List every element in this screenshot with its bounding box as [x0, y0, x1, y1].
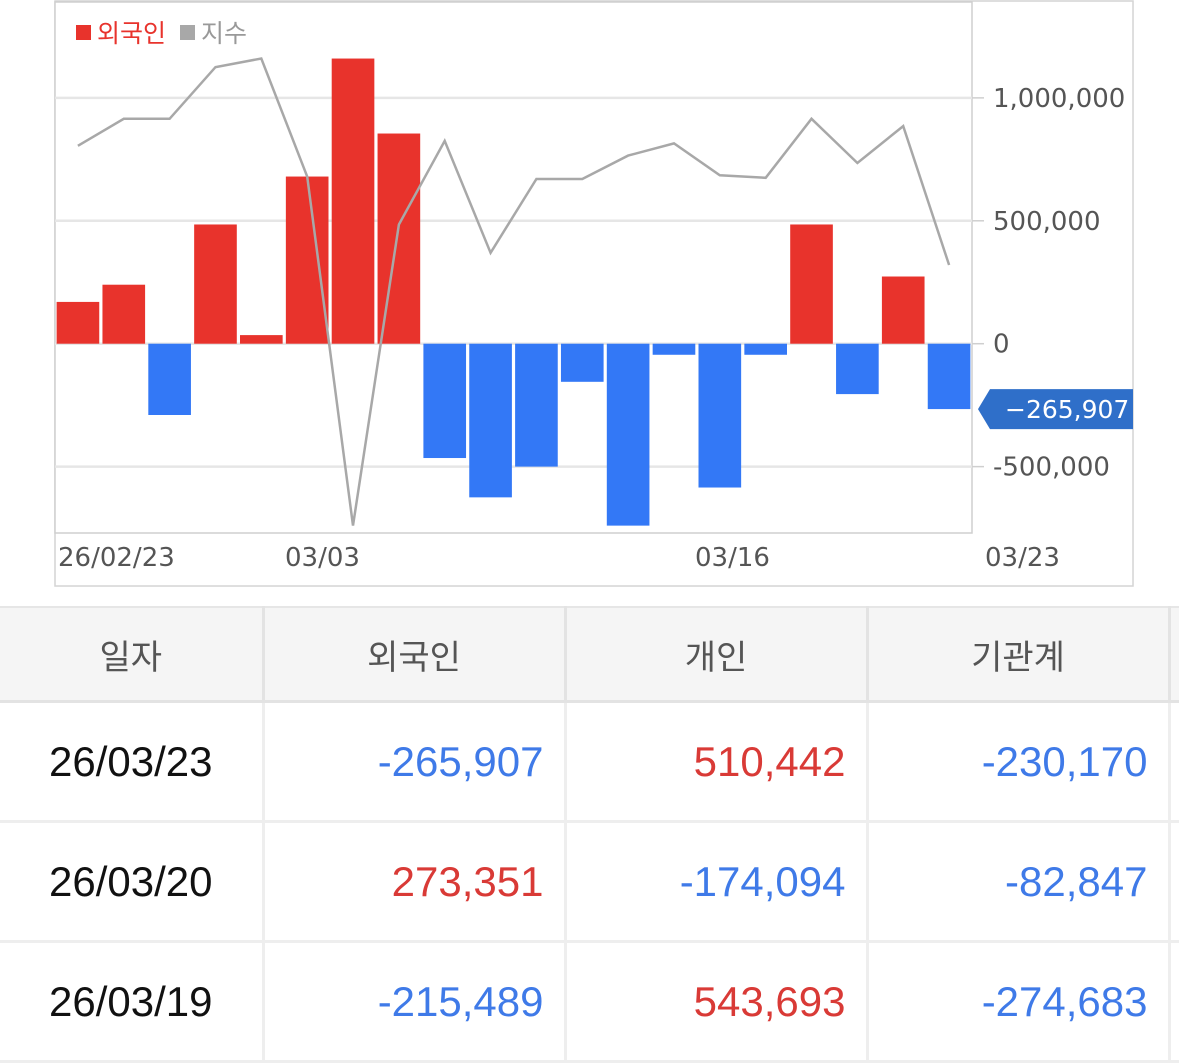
header-spacer — [1169, 606, 1179, 703]
cell-foreign: 273,351 — [263, 821, 567, 943]
y-tick-label: 0 — [993, 330, 1010, 360]
x-tick-label: 03/03 — [285, 543, 360, 573]
foreign-bar — [423, 343, 467, 459]
x-tick-label: 03/23 — [985, 543, 1060, 573]
investor-table: 일자 외국인 개인 기관계 26/03/23 -265,907 510,442 … — [0, 606, 1179, 1063]
foreign-bar — [377, 133, 421, 344]
cell-individual: 510,442 — [565, 701, 869, 823]
foreign-bar — [744, 343, 787, 355]
last-value-label: −265,907 — [1005, 395, 1129, 424]
cell-foreign: -265,907 — [263, 701, 567, 823]
cell-institution: -274,683 — [867, 941, 1171, 1063]
foreign-bar — [790, 224, 833, 344]
header-date: 일자 — [0, 606, 265, 703]
cell-spacer — [1169, 941, 1179, 1063]
chart-canvas: 1,000,000 500,000 0 -500,000 −265,907 26/02/2… — [54, 0, 1134, 587]
cell-spacer — [1169, 821, 1179, 943]
foreign-bar — [606, 343, 650, 526]
cell-individual: 543,693 — [565, 941, 869, 1063]
cell-institution: -230,170 — [867, 701, 1171, 823]
foreign-bar — [515, 343, 558, 467]
foreign-bar — [331, 58, 375, 344]
cell-individual: -174,094 — [565, 821, 869, 943]
y-tick-label: 500,000 — [993, 207, 1101, 237]
legend-label-foreign: 외국인 — [97, 19, 167, 48]
cell-date: 26/03/19 — [0, 941, 265, 1063]
legend-swatch-foreign — [76, 24, 91, 40]
foreign-bar — [836, 343, 879, 395]
y-tick-label: -500,000 — [993, 453, 1110, 483]
cell-date: 26/03/20 — [0, 821, 265, 943]
last-value-flag — [978, 389, 1133, 430]
header-foreign: 외국인 — [263, 606, 567, 703]
foreign-bar — [240, 335, 283, 344]
table-row[interactable]: 26/03/23 -265,907 510,442 -230,170 — [0, 701, 1179, 823]
table-row[interactable]: 26/03/19 -215,489 543,693 -274,683 — [0, 941, 1179, 1063]
plot-area — [54, 1, 973, 534]
index-line — [77, 57, 951, 526]
foreign-bar — [148, 343, 191, 415]
legend-label-index: 지수 — [201, 19, 248, 48]
chart-legend: 외국인 지수 — [76, 14, 261, 50]
cell-date: 26/03/23 — [0, 701, 265, 823]
legend-item-index: 지수 — [180, 14, 247, 50]
foreign-bar — [927, 343, 971, 410]
foreign-bar — [56, 301, 100, 344]
foreign-bar — [194, 224, 237, 344]
header-institution: 기관계 — [867, 606, 1171, 703]
foreign-bar — [881, 276, 925, 344]
foreign-bar — [469, 343, 512, 498]
foreign-bar — [560, 343, 604, 382]
cell-foreign: -215,489 — [263, 941, 567, 1063]
header-individual: 개인 — [565, 606, 869, 703]
foreign-bar — [698, 343, 742, 488]
foreign-bar — [652, 343, 696, 355]
cell-institution: -82,847 — [867, 821, 1171, 943]
table-header-row: 일자 외국인 개인 기관계 — [0, 606, 1179, 703]
y-tick-label: 1,000,000 — [993, 84, 1125, 114]
cell-spacer — [1169, 701, 1179, 823]
legend-item-foreign: 외국인 — [76, 14, 166, 50]
investor-chart: 1,000,000 500,000 0 -500,000 −265,907 26/02/2… — [54, 0, 1134, 587]
x-tick-label: 26/02/23 — [58, 543, 175, 573]
legend-swatch-index — [180, 24, 196, 40]
foreign-bar — [285, 176, 329, 344]
foreign-bar — [102, 284, 146, 344]
table-row[interactable]: 26/03/20 273,351 -174,094 -82,847 — [0, 821, 1179, 943]
x-tick-label: 03/16 — [695, 543, 770, 573]
